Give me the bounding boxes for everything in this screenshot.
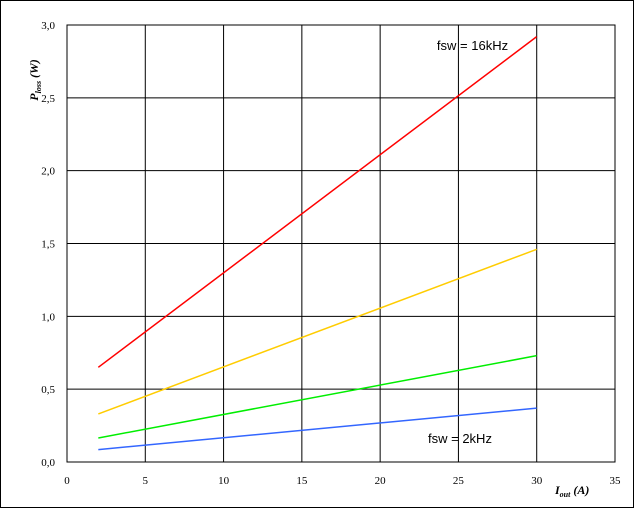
x-tick-label: 20 [375, 475, 387, 487]
x-tick-label: 10 [218, 475, 230, 487]
x-tick-label: 25 [453, 475, 465, 487]
x-tick-label: 35 [610, 475, 622, 487]
x-tick-label: 5 [143, 475, 149, 487]
y-tick-label: 2,0 [41, 166, 55, 178]
y-tick-label: 1,5 [41, 239, 55, 251]
series-line-2 [98, 248, 537, 415]
y-tick-label: 3,0 [41, 20, 55, 32]
y-tick-label: 1,0 [41, 311, 55, 323]
x-tick-label: 30 [531, 475, 543, 487]
y-tick-labels: 0,0 0,5 1,0 1,5 2,0 2,5 3,0 [41, 20, 55, 469]
series-group [97, 36, 538, 451]
y-axis-label: Ploss (W) [27, 59, 43, 100]
x-tick-label: 0 [64, 475, 70, 487]
y-tick-label: 0,0 [41, 457, 55, 469]
y-tick-label: 0,5 [41, 384, 55, 396]
y-tick-label: 2,5 [41, 93, 55, 105]
annotation-label-1: fsw = 16kHz [437, 38, 508, 53]
grid [66, 24, 616, 463]
series-line-3 [98, 354, 537, 439]
x-tick-label: 15 [296, 475, 308, 487]
x-axis-label: Iout (A) [554, 483, 589, 499]
annotation-label-2: fsw = 2kHz [428, 431, 492, 446]
plot-border [66, 24, 616, 463]
series-line-4 [98, 407, 537, 451]
x-tick-labels: 0 5 10 15 20 25 30 35 [64, 475, 621, 487]
series-line-1 [97, 36, 538, 368]
annotations: fsw = 16kHz fsw = 2kHz [428, 38, 508, 446]
